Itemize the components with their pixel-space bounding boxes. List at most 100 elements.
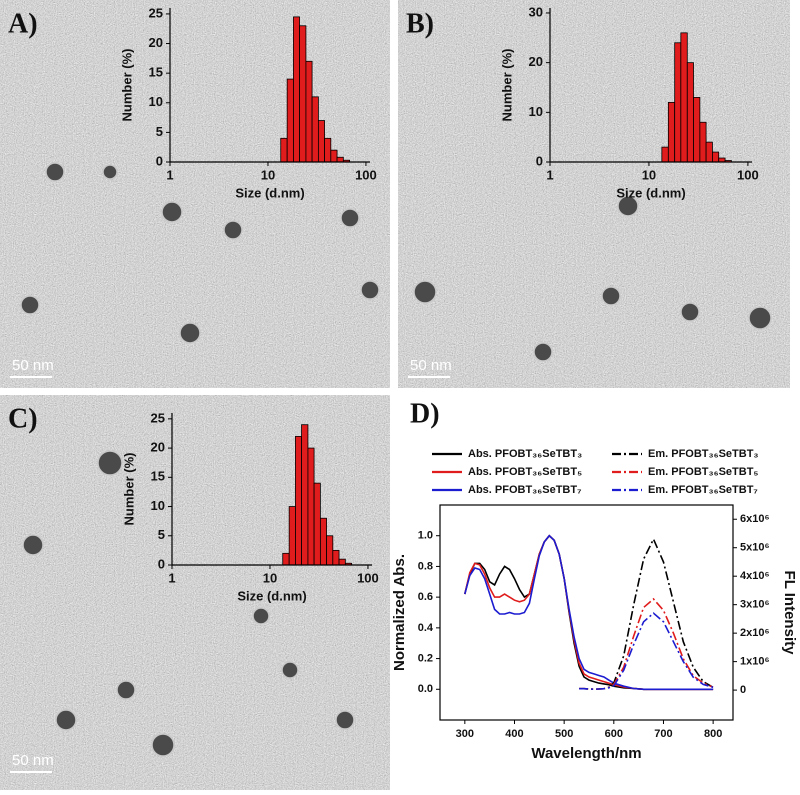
panel-label: A) [8,8,38,39]
y-tick-label: 1.0 [418,530,433,542]
y-tick-label: 20 [151,440,165,455]
particle [533,342,553,362]
bar [705,141,713,163]
particle [97,450,123,476]
legend-label: Abs. PFOBT₃₆SeTBT₇ [468,484,582,496]
legend-label: Em. PFOBT₃₆SeTBT₅ [648,466,758,478]
particle [601,286,621,306]
series-line [464,534,714,691]
scale-bar-label: 50 nm [410,357,452,374]
bar [326,535,334,566]
y2-tick-label: 1x10⁶ [740,656,770,668]
y-axis-label: Number (%) [499,49,514,122]
y-tick-label: 5 [156,124,163,139]
x-tick-label: 10 [642,167,656,182]
particle [680,302,700,322]
x-tick-label: 100 [357,570,379,585]
tem-image [0,395,390,790]
bar [674,42,682,163]
panel-label: B) [406,8,434,39]
y-tick-label: 0.8 [418,560,433,572]
x-tick-label: 700 [654,728,672,740]
bar [317,120,325,163]
x-tick-label: 300 [456,728,474,740]
y-tick-label: 20 [149,35,163,50]
y-axis-label: Number (%) [119,49,134,122]
particle [179,322,201,344]
x-axis-label: Size (d.nm) [235,185,304,200]
bar [293,16,300,163]
particle [252,607,270,625]
y2-tick-label: 0 [740,684,746,696]
bar [336,156,344,163]
particle [45,162,65,182]
tem-image [0,0,390,388]
x-tick-label: 400 [505,728,523,740]
scale-bar-label: 50 nm [12,752,54,769]
tem-image [398,0,790,388]
legend-label: Abs. PFOBT₃₆SeTBT₅ [468,466,582,478]
y-tick-label: 0 [158,556,165,571]
particle [340,208,360,228]
scale-bar-label: 50 nm [12,357,54,374]
x-tick-label: 800 [704,728,722,740]
y2-tick-label: 2x10⁶ [740,627,770,639]
y-tick-label: 0.0 [418,683,433,695]
particle [360,280,380,300]
bar [324,137,332,163]
bar [282,552,290,566]
x-axis-label: Wavelength/nm [531,745,641,762]
bar [338,558,346,566]
panel-label: C) [8,403,38,434]
y-axis-label: Normalized Abs. [391,554,408,671]
bar [699,121,707,163]
particle [55,709,77,731]
y-tick-label: 10 [149,94,163,109]
x-tick-label: 10 [263,570,277,585]
particle [161,201,183,223]
bar [330,149,338,163]
y-tick-label: 0.2 [418,652,433,664]
series-line [579,537,714,691]
bar [311,96,319,163]
y2-tick-label: 5x10⁶ [740,542,770,554]
bar [313,482,321,566]
y-tick-label: 30 [529,4,543,19]
bar [307,447,315,566]
y-tick-label: 10 [529,104,543,119]
particle [617,195,639,217]
bar [286,78,294,163]
x-axis-label: Size (d.nm) [237,588,306,603]
series-line [579,612,714,691]
y-tick-label: 0.6 [418,591,433,603]
y-tick-label: 20 [529,54,543,69]
y2-axis-label: FL Intensity [781,571,798,656]
x-tick-label: 600 [605,728,623,740]
bar [332,549,340,566]
legend-label: Em. PFOBT₃₆SeTBT₃ [648,448,759,460]
x-tick-label: 1 [168,570,175,585]
bar [686,62,694,163]
y-tick-label: 10 [151,498,165,513]
bar [693,97,701,163]
plot-frame [439,504,734,721]
particle [151,733,175,757]
x-tick-label: 500 [555,728,573,740]
bar [295,435,302,566]
particle [20,295,40,315]
y-tick-label: 0.4 [418,622,434,634]
y-tick-label: 0 [156,153,163,168]
bar [280,137,288,163]
y-tick-label: 15 [149,65,163,80]
y2-tick-label: 6x10⁶ [740,513,770,525]
y-axis-label: Number (%) [121,453,136,526]
bar [319,517,327,566]
legend-label: Abs. PFOBT₃₆SeTBT₃ [468,448,582,460]
y-tick-label: 25 [151,410,165,425]
bar [661,146,669,163]
bar [680,32,688,163]
bar [301,424,309,566]
